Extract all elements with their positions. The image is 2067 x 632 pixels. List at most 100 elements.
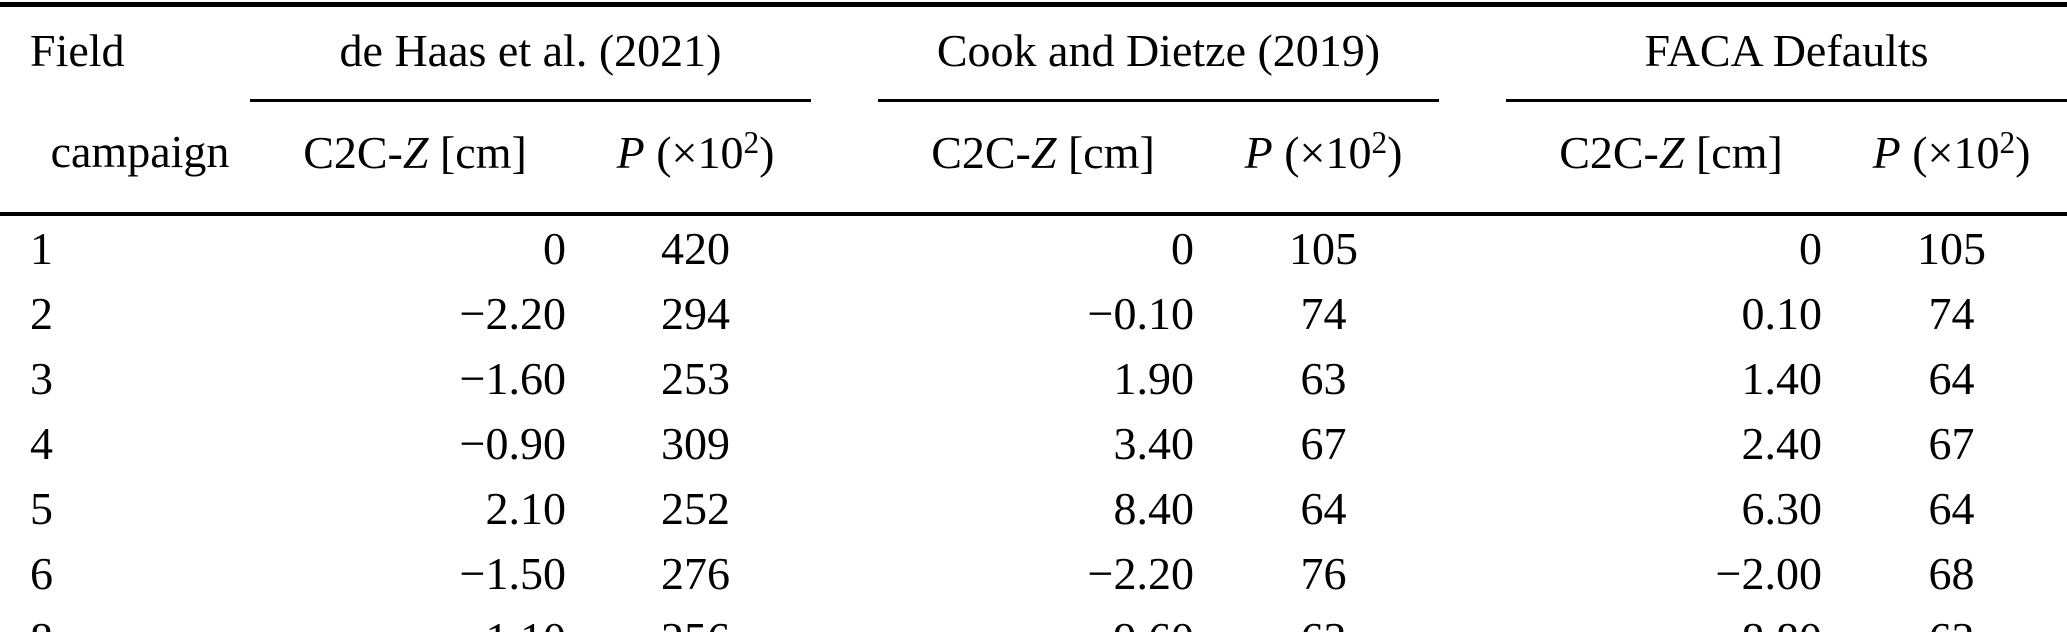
group-header-dehaas: de Haas et al. (2021)	[250, 2, 811, 102]
dehaas-p-cell: 252	[661, 483, 730, 534]
cook-p-cell: 105	[1289, 223, 1358, 274]
column-gap	[811, 606, 878, 632]
faca-p-cell: 64	[1928, 353, 1975, 404]
table-row: 1 0 420 0 105 0 105	[0, 214, 2067, 281]
dehaas-p-cell: 256	[580, 606, 811, 632]
column-gap	[811, 476, 878, 541]
field-campaign-cell: 4	[30, 418, 53, 469]
dehaas-c2cz-cell: −1.50	[459, 548, 566, 599]
dehaas-c2cz-cell: 2.10	[485, 483, 567, 534]
faca-p-cell: 68	[1928, 548, 1975, 599]
c2c-unit: [cm]	[1684, 126, 1783, 178]
p-close: )	[2015, 126, 2031, 178]
faca-p-cell: 105	[1917, 223, 1986, 274]
c2c-unit: [cm]	[428, 126, 527, 178]
faca-c2cz-cell: −2.00	[1715, 548, 1822, 599]
dehaas-p-cell: 253	[661, 353, 730, 404]
dehaas-c2cz-cell: −1.10	[250, 606, 580, 632]
column-gap	[1439, 476, 1506, 541]
faca-p-cell: 64	[1928, 483, 1975, 534]
cook-c2cz-cell: −0.10	[1087, 288, 1194, 339]
p-variable: P	[1244, 126, 1273, 178]
dehaas-p-cell: 276	[661, 548, 730, 599]
cook-c2cz-cell: 3.40	[1113, 418, 1195, 469]
cook-p-cell: 74	[1300, 288, 1347, 339]
c2c-prefix: C2C-	[1559, 126, 1659, 178]
faca-c2cz-cell: 6.30	[1741, 483, 1823, 534]
c2c-unit: [cm]	[1056, 126, 1155, 178]
subheader-c2cz-cook: C2C-Z [cm]	[878, 100, 1208, 216]
c2c-variable: Z	[402, 126, 429, 178]
cook-c2cz-cell: 1.90	[1113, 353, 1195, 404]
subheader-p-cook: P (×102)	[1208, 100, 1439, 216]
table-row: 2 −2.20 294 −0.10 74 0.10 74	[0, 281, 2067, 346]
cook-c2cz-cell: 8.40	[1113, 483, 1195, 534]
subheader-p-faca: P (×102)	[1836, 100, 2067, 216]
faca-c2cz-cell: 0	[1799, 223, 1822, 274]
field-header-line1: Field	[0, 2, 250, 101]
column-gap	[1439, 606, 1506, 632]
header-row-subcolumns: campaign C2C-Z [cm] P (×102) C2C-Z [cm] …	[0, 100, 2067, 216]
table-row: 5 2.10 252 8.40 64 6.30 64	[0, 476, 2067, 541]
table-row: 8 −1.10 256 9.60 63 8.80 63	[0, 606, 2067, 632]
group-header-faca: FACA Defaults	[1506, 2, 2067, 102]
column-gap	[811, 346, 878, 411]
table-row: 4 −0.90 309 3.40 67 2.40 67	[0, 411, 2067, 476]
cook-p-cell: 64	[1300, 483, 1347, 534]
dehaas-p-cell: 420	[661, 223, 730, 274]
column-gap	[1439, 541, 1506, 606]
column-gap	[1439, 100, 1506, 216]
cook-p-cell: 63	[1208, 606, 1439, 632]
cook-c2cz-cell: 0	[1171, 223, 1194, 274]
header-row-groups: Field de Haas et al. (2021) Cook and Die…	[0, 2, 2067, 102]
cook-p-cell: 76	[1300, 548, 1347, 599]
column-gap	[811, 281, 878, 346]
field-campaign-cell: 6	[30, 548, 53, 599]
subheader-c2cz-faca: C2C-Z [cm]	[1506, 100, 1836, 216]
column-gap	[811, 541, 878, 606]
cook-p-cell: 63	[1300, 353, 1347, 404]
table-row: 3 −1.60 253 1.90 63 1.40 64	[0, 346, 2067, 411]
field-campaign-cell: 5	[30, 483, 53, 534]
field-campaign-cell: 2	[30, 288, 53, 339]
column-gap	[1439, 2, 1506, 101]
field-campaign-cell: 8	[0, 606, 250, 632]
dehaas-p-cell: 294	[661, 288, 730, 339]
c2c-prefix: C2C-	[931, 126, 1031, 178]
faca-p-cell: 63	[1836, 606, 2067, 632]
column-gap	[811, 214, 878, 281]
faca-c2cz-cell: 2.40	[1741, 418, 1823, 469]
column-gap	[811, 411, 878, 476]
p-exponent: 2	[1999, 125, 2016, 161]
faca-c2cz-cell: 8.80	[1506, 606, 1836, 632]
subheader-c2cz-dehaas: C2C-Z [cm]	[250, 100, 580, 216]
dehaas-c2cz-cell: 0	[543, 223, 566, 274]
field-campaign-cell: 3	[30, 353, 53, 404]
column-gap	[1439, 281, 1506, 346]
field-header-line2: campaign	[0, 100, 250, 216]
c2c-prefix: C2C-	[303, 126, 403, 178]
cook-p-cell: 67	[1300, 418, 1347, 469]
column-gap	[1439, 214, 1506, 281]
p-exponent: 2	[743, 125, 760, 161]
p-exponent: 2	[1371, 125, 1388, 161]
column-gap	[1439, 411, 1506, 476]
p-close: )	[759, 126, 775, 178]
faca-c2cz-cell: 0.10	[1741, 288, 1823, 339]
column-gap	[811, 100, 878, 216]
faca-c2cz-cell: 1.40	[1741, 353, 1823, 404]
dehaas-c2cz-cell: −1.60	[459, 353, 566, 404]
dehaas-c2cz-cell: −0.90	[459, 418, 566, 469]
column-gap	[811, 2, 878, 101]
dehaas-p-cell: 309	[661, 418, 730, 469]
p-open: (×10	[1900, 126, 2000, 178]
cook-c2cz-cell: −2.20	[1087, 548, 1194, 599]
p-open: (×10	[644, 126, 744, 178]
c2c-variable: Z	[1030, 126, 1057, 178]
group-header-cook: Cook and Dietze (2019)	[878, 2, 1439, 102]
p-variable: P	[1872, 126, 1901, 178]
p-variable: P	[616, 126, 645, 178]
p-close: )	[1387, 126, 1403, 178]
